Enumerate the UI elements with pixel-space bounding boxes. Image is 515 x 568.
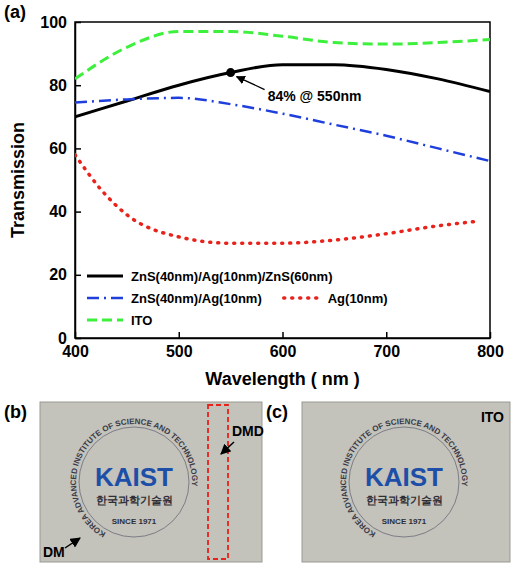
y-tick-label: 40 [49, 203, 67, 220]
legend-label: ZnS(40nm)/Ag(10nm) [131, 291, 262, 306]
legend-label: ITO [131, 313, 152, 328]
x-tick-label: 600 [270, 343, 297, 360]
legend-swatch [87, 319, 123, 322]
series-line [75, 31, 490, 78]
photo-background [40, 402, 262, 562]
series-line [75, 98, 490, 161]
legend-entry: Ag(10nm) [284, 291, 388, 306]
y-tick-label: 80 [49, 77, 67, 94]
x-tick-mark [386, 332, 388, 338]
y-tick-mark [75, 85, 81, 87]
y-tick-label: 60 [49, 140, 67, 157]
y-axis-title: Transmission [8, 122, 28, 238]
legend-entry: ZnS(40nm)/Ag(10nm)/ZnS(60nm) [87, 269, 333, 284]
x-axis-title: Wavelength ( nm ) [205, 369, 359, 389]
panel-label: (a) [4, 2, 26, 22]
seal-logo: KAIST [95, 462, 173, 492]
seal-since: SINCE 1971 [112, 517, 157, 526]
seal-korean: 한국과학기술원 [366, 494, 443, 506]
x-tick-label: 700 [373, 343, 400, 360]
x-tick: 500 [166, 332, 193, 360]
seal-ring [79, 427, 189, 537]
x-tick: 700 [373, 332, 400, 360]
legend-label: ZnS(40nm)/Ag(10nm)/ZnS(60nm) [131, 269, 333, 284]
x-axis: 400500600700800 [62, 332, 504, 360]
series-line [75, 155, 480, 243]
plot-frame [75, 22, 490, 338]
x-tick: 600 [270, 332, 297, 360]
callout-label: DM [43, 544, 65, 560]
seal-ring-text: KOREA ADVANCED INSTITUTE OF SCIENCE AND … [339, 417, 469, 539]
legend-swatch [87, 275, 123, 278]
annotation-marker [226, 68, 235, 77]
y-tick-label: 0 [58, 330, 67, 347]
x-tick-label: 800 [477, 343, 504, 360]
y-tick-mark [75, 211, 81, 213]
x-tick-label: 500 [166, 343, 193, 360]
photo-background [302, 402, 510, 562]
y-tick: 40 [49, 203, 81, 220]
y-tick-mark [75, 148, 81, 150]
photo: (c) KOREA ADVANCED INSTITUTE OF SCIENCE A… [266, 402, 510, 562]
legend-label: Ag(10nm) [328, 291, 388, 306]
seal-ring [349, 427, 459, 537]
legend-swatch [284, 296, 320, 300]
y-tick-mark [75, 275, 81, 277]
legend: ZnS(40nm)/Ag(10nm)/ZnS(60nm) ZnS(40nm)/Ag… [87, 269, 388, 328]
series-line [75, 65, 490, 117]
y-tick-label: 100 [40, 14, 67, 31]
legend-swatch [87, 297, 123, 300]
photo: (b) KOREA ADVANCED INSTITUTE OF SCIENCE A… [4, 402, 264, 562]
x-tick-mark [282, 332, 284, 338]
x-tick-mark [179, 332, 181, 338]
seal-korean: 한국과학기술원 [96, 494, 173, 506]
y-tick-label: 20 [49, 266, 67, 283]
legend-entry: ITO [87, 313, 152, 328]
seal-since: SINCE 1971 [382, 517, 427, 526]
seal-logo: KAIST [365, 462, 443, 492]
y-tick: 20 [49, 266, 81, 283]
callout-arrow [65, 538, 80, 548]
callout-arrow [221, 442, 234, 454]
panel-label: (c) [266, 402, 288, 422]
annotation-arrow [237, 77, 265, 90]
legend-entry: ZnS(40nm)/Ag(10nm) [87, 291, 262, 306]
callout-label: ITO [481, 409, 504, 425]
annotation-label: 84% @ 550nm [268, 88, 362, 104]
seal-ring-text: KOREA ADVANCED INSTITUTE OF SCIENCE AND … [69, 417, 199, 539]
panel-label: (b) [4, 402, 27, 422]
figure: (a)400500600700800020406080100Wavelength… [0, 0, 515, 568]
plot-area [75, 31, 490, 243]
callout-label: DMD [232, 423, 264, 439]
region-outline [208, 405, 228, 559]
